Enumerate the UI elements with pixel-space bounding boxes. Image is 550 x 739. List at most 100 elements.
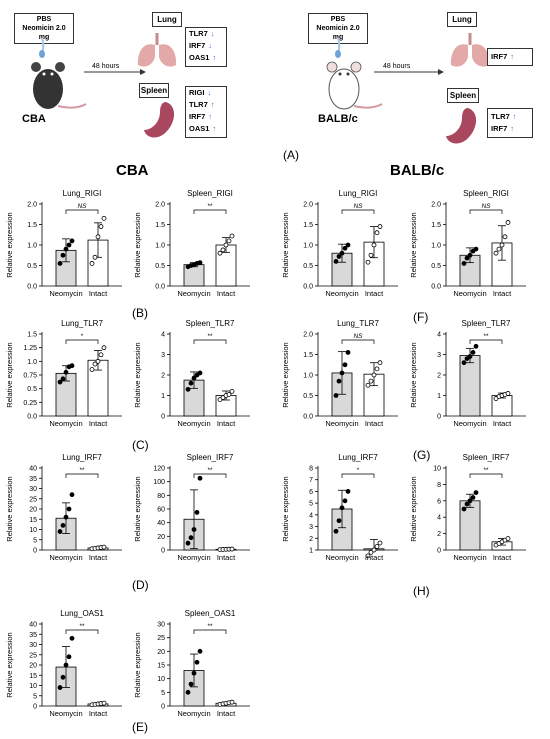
cba-pbs-line1: PBS bbox=[36, 16, 52, 23]
x-tick-label: Intact bbox=[89, 289, 108, 298]
chart-title: Spleen_RIGI bbox=[463, 189, 509, 198]
x-tick-label: Neomycin bbox=[325, 553, 358, 562]
gene-label: IRF7 bbox=[189, 112, 206, 121]
chart-title: Lung_RIGI bbox=[339, 189, 378, 198]
data-point bbox=[473, 490, 479, 495]
chart-title: Lung_TLR7 bbox=[337, 319, 379, 328]
cba-spleen-icon bbox=[144, 102, 175, 138]
arrow-up-icon: ↑ bbox=[212, 124, 217, 133]
balbc-spleen-icon bbox=[446, 108, 477, 144]
x-tick-label: Intact bbox=[365, 419, 384, 428]
data-point bbox=[101, 544, 107, 550]
x-tick-label: Neomycin bbox=[49, 289, 82, 298]
y-tick-label: 0.5 bbox=[27, 386, 37, 393]
y-tick-label: 2.0 bbox=[303, 332, 313, 339]
data-point bbox=[101, 700, 107, 706]
y-tick-label: 35 bbox=[29, 476, 37, 483]
data-point bbox=[188, 535, 194, 541]
cba-time-arrow-icon bbox=[84, 69, 146, 75]
data-point bbox=[69, 238, 75, 244]
significance-bracket bbox=[65, 629, 99, 634]
data-point bbox=[229, 699, 235, 705]
y-tick-label: 1.5 bbox=[155, 222, 165, 229]
chart-title: Lung_OAS1 bbox=[60, 609, 104, 618]
y-tick-label: 2.0 bbox=[155, 202, 165, 209]
y-axis-label: Relative expression bbox=[5, 342, 14, 407]
data-point bbox=[92, 254, 98, 260]
y-axis-label: Relative expression bbox=[281, 212, 290, 277]
chart-title: Lung_IRF7 bbox=[338, 453, 378, 462]
data-point bbox=[342, 245, 348, 251]
data-point bbox=[101, 215, 107, 221]
y-tick-label: 30 bbox=[29, 486, 37, 493]
chart-balbc-spleen-irf7: Spleen_IRF7 Relative expression 0 2 4 6 8 10 Neo… bbox=[409, 453, 526, 562]
data-point bbox=[57, 685, 63, 690]
data-point bbox=[333, 393, 339, 398]
data-point bbox=[333, 259, 339, 264]
significance-label: * bbox=[81, 333, 84, 340]
cba-pbs-line2: Neomicin 2.0 mg bbox=[22, 25, 66, 41]
significance-bracket bbox=[193, 629, 227, 634]
y-tick-label: 0 bbox=[161, 548, 165, 555]
data-point bbox=[60, 523, 66, 528]
balbc-strain-label: BALB/c bbox=[318, 113, 358, 125]
panel-label-h: (H) bbox=[413, 584, 430, 598]
balbc-pbs-line1: PBS bbox=[330, 16, 346, 23]
gene-label: IRF7 bbox=[189, 41, 206, 50]
data-point bbox=[69, 492, 75, 498]
y-tick-label: 1.0 bbox=[431, 243, 441, 250]
y-tick-label: 25 bbox=[29, 652, 37, 659]
y-tick-label: 4 bbox=[437, 332, 441, 339]
chart-balbc-spleen-rigi: Spleen_RIGI Relative expression 0.0 0.5 1.0 1… bbox=[409, 189, 526, 298]
y-axis-label: Relative expression bbox=[409, 342, 418, 407]
balbc-spleen-gene-box: TLR7 ↑ IRF7 ↑ bbox=[487, 108, 533, 138]
cba-hours-label: 48 hours bbox=[92, 63, 120, 70]
y-tick-label: 20 bbox=[29, 507, 37, 514]
y-tick-label: 20 bbox=[29, 663, 37, 670]
balbc-lung-label: Lung bbox=[447, 12, 477, 27]
y-tick-label: 10 bbox=[29, 527, 37, 534]
y-axis-label: Relative expression bbox=[5, 632, 14, 697]
gene-row: OAS1 ↑ bbox=[186, 123, 226, 135]
y-tick-label: 1.25 bbox=[23, 345, 37, 352]
data-point bbox=[191, 527, 197, 532]
data-point bbox=[470, 495, 476, 500]
data-point bbox=[57, 529, 63, 534]
x-tick-label: Intact bbox=[217, 419, 236, 428]
data-point bbox=[371, 242, 377, 248]
gene-row: RIGI ↓ bbox=[186, 87, 226, 99]
x-tick-label: Intact bbox=[89, 709, 108, 718]
panel-label-f: (F) bbox=[413, 310, 429, 324]
data-point bbox=[336, 254, 342, 259]
data-point bbox=[467, 498, 473, 504]
data-point bbox=[229, 233, 235, 239]
data-point bbox=[197, 260, 203, 266]
y-tick-label: 15 bbox=[29, 517, 37, 524]
data-point bbox=[191, 375, 197, 381]
data-point bbox=[197, 648, 203, 654]
data-point bbox=[473, 343, 479, 349]
data-point bbox=[89, 367, 95, 372]
data-point bbox=[191, 670, 197, 676]
y-tick-label: 3 bbox=[161, 352, 165, 359]
data-point bbox=[377, 360, 383, 366]
x-tick-label: Intact bbox=[493, 553, 512, 562]
y-tick-label: 1.0 bbox=[303, 373, 313, 380]
panel-label-c: (C) bbox=[132, 438, 149, 452]
data-point bbox=[467, 252, 473, 258]
y-axis-label: Relative expression bbox=[5, 476, 14, 541]
panel-label-g: (G) bbox=[413, 448, 431, 462]
gene-label: OAS1 bbox=[189, 53, 210, 62]
y-tick-label: 0.5 bbox=[155, 263, 165, 270]
data-point bbox=[336, 518, 342, 524]
y-tick-label: 10 bbox=[433, 466, 441, 473]
cba-mouse-icon bbox=[31, 37, 87, 109]
chart-balbc-lung-irf7: Lung_IRF7 Relative expression 1 2 3 4 5 6 7 8 Neom… bbox=[281, 453, 398, 562]
y-tick-label: 0 bbox=[33, 704, 37, 711]
x-tick-label: Neomycin bbox=[177, 709, 210, 718]
data-point bbox=[217, 250, 223, 256]
x-tick-label: Intact bbox=[365, 553, 384, 562]
chart-cba-spleen-irf7: Spleen_IRF7 Relative expression 0 20 40 60 80 1… bbox=[133, 453, 250, 562]
y-tick-label: 25 bbox=[157, 635, 165, 642]
y-tick-label: 1 bbox=[161, 393, 165, 400]
